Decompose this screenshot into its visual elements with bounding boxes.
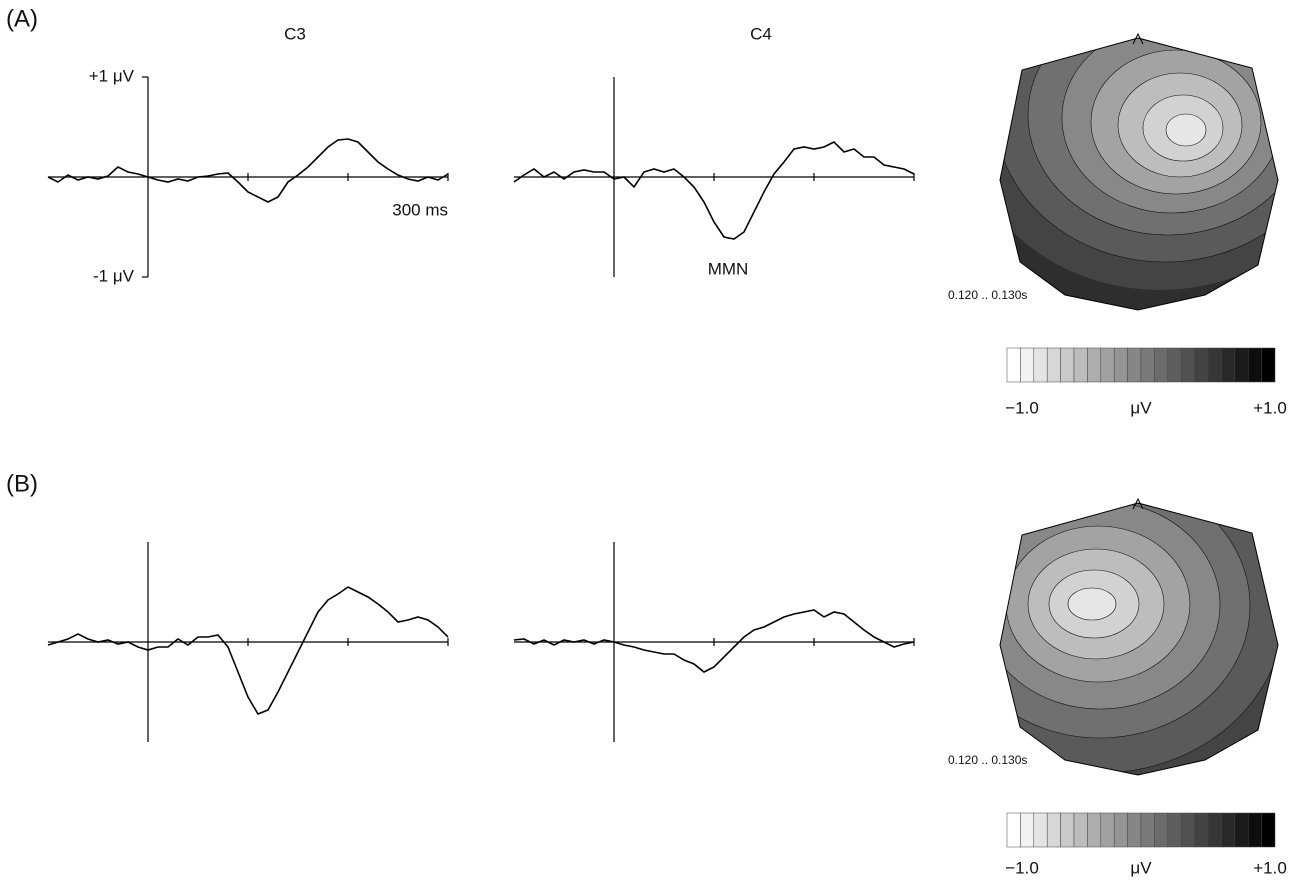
colorbar-cell bbox=[1087, 812, 1102, 848]
colorbar-cell bbox=[1234, 347, 1249, 383]
colorbar-cell bbox=[1167, 812, 1182, 848]
colorbar-cell bbox=[1073, 347, 1088, 383]
colorbar-cell bbox=[1113, 812, 1128, 848]
colorbar-cell bbox=[1140, 347, 1155, 383]
colorbar-cell bbox=[1180, 812, 1195, 848]
y-tick-label: +1 μV bbox=[89, 66, 135, 85]
colorbar-cell bbox=[1207, 347, 1222, 383]
colorbar-cell bbox=[1234, 812, 1249, 848]
topomap-label: 0.120 .. 0.130s bbox=[948, 288, 1027, 302]
colorbar-label: −1.0 bbox=[1005, 398, 1039, 417]
y-tick-label: -1 μV bbox=[93, 266, 135, 285]
colorbar-cell bbox=[1194, 347, 1209, 383]
waveform bbox=[47, 138, 449, 203]
chart-title: C3 bbox=[284, 24, 306, 43]
colorbar-cell bbox=[1247, 347, 1262, 383]
colorbar-cell bbox=[1261, 812, 1276, 848]
colorbar-cell bbox=[1100, 812, 1115, 848]
panel-label: (B) bbox=[6, 470, 38, 497]
topomap-label: 0.120 .. 0.130s bbox=[948, 753, 1027, 767]
nose bbox=[1132, 497, 1144, 510]
waveform bbox=[47, 586, 449, 715]
panel-label: (A) bbox=[6, 5, 38, 32]
colorbar-cell bbox=[1073, 812, 1088, 848]
colorbar-cell bbox=[1207, 812, 1222, 848]
colorbar-cell bbox=[1194, 812, 1209, 848]
colorbar-cell bbox=[1221, 812, 1236, 848]
colorbar-cell bbox=[1140, 812, 1155, 848]
x-tick-label: 300 ms bbox=[392, 200, 448, 219]
colorbar-cell bbox=[1154, 347, 1169, 383]
colorbar-cell bbox=[1261, 347, 1276, 383]
colorbar-label: μV bbox=[1130, 858, 1152, 877]
colorbar-cell bbox=[1033, 812, 1048, 848]
annotation: MMN bbox=[708, 259, 749, 278]
colorbar-cell bbox=[1221, 347, 1236, 383]
colorbar-cell bbox=[1046, 347, 1061, 383]
colorbar-cell bbox=[1020, 347, 1035, 383]
colorbar-cell bbox=[1167, 347, 1182, 383]
topomap bbox=[1000, 38, 1278, 310]
colorbar-cell bbox=[1127, 812, 1142, 848]
colorbar-cell bbox=[1006, 812, 1021, 848]
colorbar-cell bbox=[1087, 347, 1102, 383]
topomap bbox=[1000, 503, 1278, 775]
head-outline bbox=[999, 502, 1279, 776]
colorbar-cell bbox=[1033, 347, 1048, 383]
colorbar-label: μV bbox=[1130, 398, 1152, 417]
colorbar-cell bbox=[1046, 812, 1061, 848]
waveform bbox=[513, 609, 915, 673]
nose bbox=[1132, 32, 1144, 45]
colorbar-cell bbox=[1060, 347, 1075, 383]
colorbar-cell bbox=[1020, 812, 1035, 848]
colorbar-label: +1.0 bbox=[1253, 398, 1287, 417]
head-outline bbox=[999, 37, 1279, 311]
colorbar-label: +1.0 bbox=[1253, 858, 1287, 877]
colorbar-cell bbox=[1113, 347, 1128, 383]
colorbar-label: −1.0 bbox=[1005, 858, 1039, 877]
colorbar-cell bbox=[1247, 812, 1262, 848]
colorbar bbox=[1006, 347, 1276, 383]
colorbar-cell bbox=[1154, 812, 1169, 848]
colorbar-cell bbox=[1006, 347, 1021, 383]
colorbar-cell bbox=[1180, 347, 1195, 383]
colorbar bbox=[1006, 812, 1276, 848]
colorbar-cell bbox=[1127, 347, 1142, 383]
colorbar-cell bbox=[1100, 347, 1115, 383]
chart-title: C4 bbox=[750, 24, 772, 43]
colorbar-cell bbox=[1060, 812, 1075, 848]
waveform bbox=[513, 141, 915, 240]
